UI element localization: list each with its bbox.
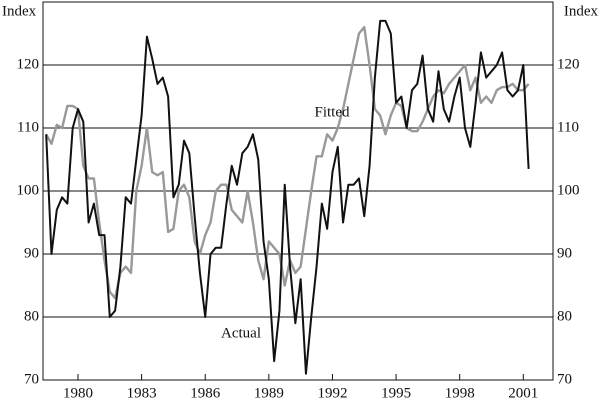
x-tick-label: 1992 bbox=[317, 385, 347, 401]
y-tick-label-right: 90 bbox=[557, 245, 572, 261]
y-tick-label-right: 100 bbox=[557, 182, 580, 198]
y-tick-label: 120 bbox=[17, 56, 40, 72]
y-tick-label-right: 70 bbox=[557, 371, 572, 387]
x-tick-label: 1986 bbox=[190, 385, 221, 401]
y-tick-label: 80 bbox=[24, 308, 39, 324]
x-tick-label: 1995 bbox=[381, 385, 411, 401]
plot-frame bbox=[42, 1, 554, 381]
x-tick-label: 1983 bbox=[127, 385, 157, 401]
x-tick-label: 1980 bbox=[63, 385, 93, 401]
x-tick-label: 2001 bbox=[508, 385, 538, 401]
y-tick-label: 90 bbox=[24, 245, 39, 261]
line-fitted bbox=[45, 26, 530, 300]
y-tick-label-right: 110 bbox=[557, 119, 579, 135]
line-actual bbox=[45, 19, 530, 375]
x-tick-label: 1989 bbox=[254, 385, 284, 401]
annotation-actual: Actual bbox=[221, 325, 261, 341]
y-tick-label-right: 120 bbox=[557, 56, 580, 72]
y-tick-label: 70 bbox=[24, 371, 39, 387]
y-tick-label: 110 bbox=[17, 119, 39, 135]
x-tick-label: 1998 bbox=[445, 385, 475, 401]
y-tick-label: 100 bbox=[17, 182, 40, 198]
y-tick-label-right: 80 bbox=[557, 308, 572, 324]
y-axis-label-right: Index bbox=[564, 3, 599, 19]
y-axis-label-left: Index bbox=[2, 3, 37, 19]
annotation-fitted: Fitted bbox=[314, 104, 350, 120]
